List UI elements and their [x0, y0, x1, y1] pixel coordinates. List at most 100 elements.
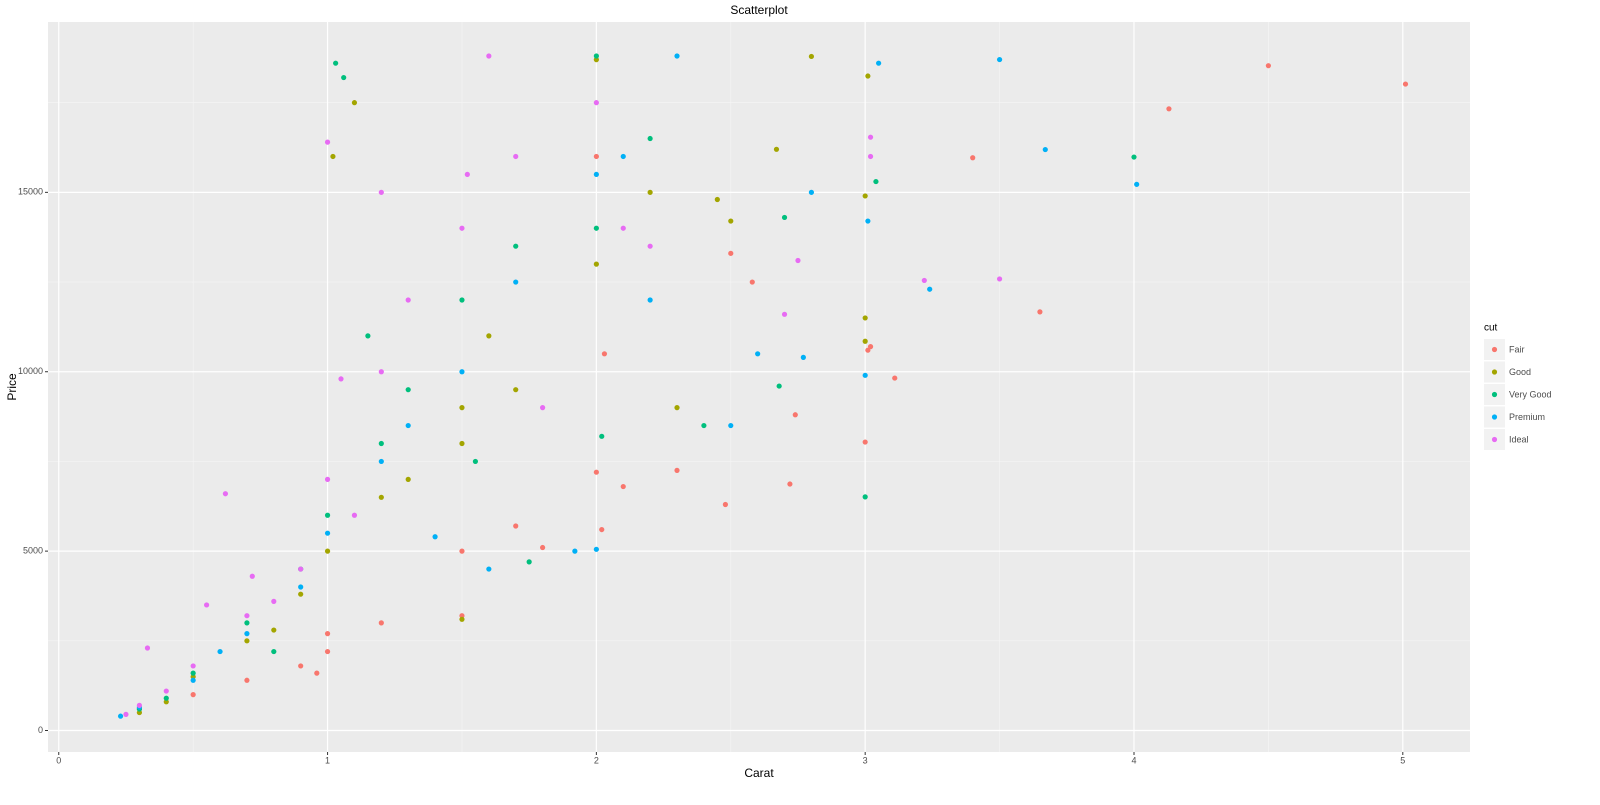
point: [1166, 106, 1172, 112]
point: [244, 638, 250, 644]
legend-label: Very Good: [1509, 389, 1552, 399]
point: [163, 695, 169, 701]
point: [217, 648, 223, 655]
point: [865, 218, 871, 224]
legend-marker: [1491, 391, 1498, 398]
x-tick-label: 2: [594, 755, 599, 765]
point: [244, 677, 250, 683]
point: [526, 559, 532, 565]
legend-title: cut: [1484, 323, 1498, 334]
point: [298, 663, 304, 669]
x-tick-label: 5: [1400, 755, 1405, 765]
point: [338, 376, 344, 382]
point: [459, 225, 465, 231]
point: [378, 494, 384, 500]
legend-marker: [1491, 369, 1498, 375]
point: [244, 613, 250, 619]
y-axis-title: Price: [5, 373, 19, 401]
point: [324, 631, 331, 637]
point: [862, 338, 868, 344]
point: [432, 534, 438, 540]
point: [464, 171, 470, 178]
point: [892, 375, 898, 381]
point: [647, 135, 653, 142]
point: [324, 648, 331, 655]
point: [513, 523, 519, 529]
point: [271, 648, 277, 655]
point: [117, 713, 124, 719]
point: [190, 663, 196, 669]
point: [800, 354, 806, 360]
legend-label: Premium: [1509, 412, 1545, 422]
point: [472, 458, 479, 465]
point: [593, 100, 599, 106]
point: [862, 494, 868, 500]
point: [351, 512, 358, 518]
legend-label: Fair: [1509, 344, 1525, 354]
point: [970, 155, 976, 161]
point: [873, 178, 879, 185]
point: [1042, 146, 1048, 153]
point: [324, 530, 331, 536]
point: [314, 670, 320, 676]
point: [773, 146, 780, 152]
legend-marker: [1491, 346, 1498, 353]
point: [144, 645, 151, 651]
point: [244, 620, 250, 626]
y-tick-label: 10000: [18, 366, 43, 376]
point: [599, 526, 605, 533]
point: [1134, 181, 1140, 187]
point: [862, 439, 868, 445]
point: [405, 476, 411, 482]
point: [808, 53, 815, 60]
point: [459, 616, 465, 622]
point: [647, 243, 653, 249]
point: [862, 315, 868, 321]
point: [540, 405, 546, 411]
point: [271, 598, 277, 604]
point: [365, 333, 371, 339]
point: [378, 369, 384, 375]
point: [674, 467, 680, 473]
chart-title: Scatterplot: [730, 3, 788, 17]
point: [996, 276, 1003, 282]
point: [378, 458, 384, 465]
point: [647, 297, 653, 303]
point: [620, 225, 626, 231]
point: [593, 469, 599, 475]
point: [865, 347, 871, 353]
x-tick-label: 4: [1131, 755, 1136, 765]
point: [405, 297, 411, 303]
point: [876, 60, 882, 66]
point: [620, 153, 626, 160]
legend-label: Ideal: [1509, 434, 1529, 444]
point: [865, 73, 871, 79]
point: [674, 53, 680, 59]
x-tick-label: 1: [325, 755, 330, 765]
point: [324, 512, 331, 518]
point: [486, 53, 492, 59]
point: [593, 261, 599, 267]
point: [599, 433, 605, 439]
point: [1131, 154, 1137, 160]
point: [867, 153, 874, 160]
point: [776, 383, 782, 389]
points: [117, 53, 1409, 719]
point: [1265, 63, 1271, 69]
point: [203, 602, 210, 608]
point: [755, 351, 761, 357]
point: [330, 153, 336, 160]
point: [190, 674, 196, 680]
point: [324, 476, 331, 482]
x-tick-label: 0: [56, 755, 61, 765]
point: [341, 74, 347, 81]
point: [513, 279, 519, 285]
y-tick-label: 0: [38, 725, 43, 735]
point: [722, 501, 728, 508]
point: [1402, 81, 1409, 87]
point: [190, 677, 196, 683]
panel: [48, 22, 1470, 752]
point: [728, 218, 734, 224]
point: [324, 139, 331, 145]
